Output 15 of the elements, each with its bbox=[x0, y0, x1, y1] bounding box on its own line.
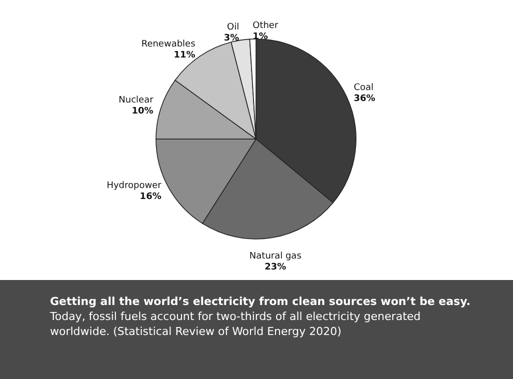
data-label: 16% bbox=[140, 192, 162, 202]
data-label: 3% bbox=[224, 33, 240, 44]
slice-label: Oil bbox=[227, 22, 240, 32]
data-label: 23% bbox=[264, 262, 286, 272]
data-label: 11% bbox=[174, 50, 196, 61]
slice-label: Renewables bbox=[141, 40, 196, 50]
data-label: 10% bbox=[132, 106, 154, 117]
slice-label: Nuclear bbox=[118, 96, 154, 106]
slice-label: Other bbox=[252, 21, 278, 32]
data-label: 36% bbox=[354, 94, 376, 104]
slice-label: Coal bbox=[354, 83, 374, 94]
slice-label: Natural gas bbox=[249, 251, 302, 262]
text: Today, fossil fuels account for two-thirds of all electricity generated worldwide. (Statistical Review of World Energy 2020) bbox=[49, 310, 421, 338]
text: Getting all the world’s electricity from clean sources won’t be easy. bbox=[50, 295, 470, 308]
slice-label: Hydropower bbox=[106, 181, 162, 192]
